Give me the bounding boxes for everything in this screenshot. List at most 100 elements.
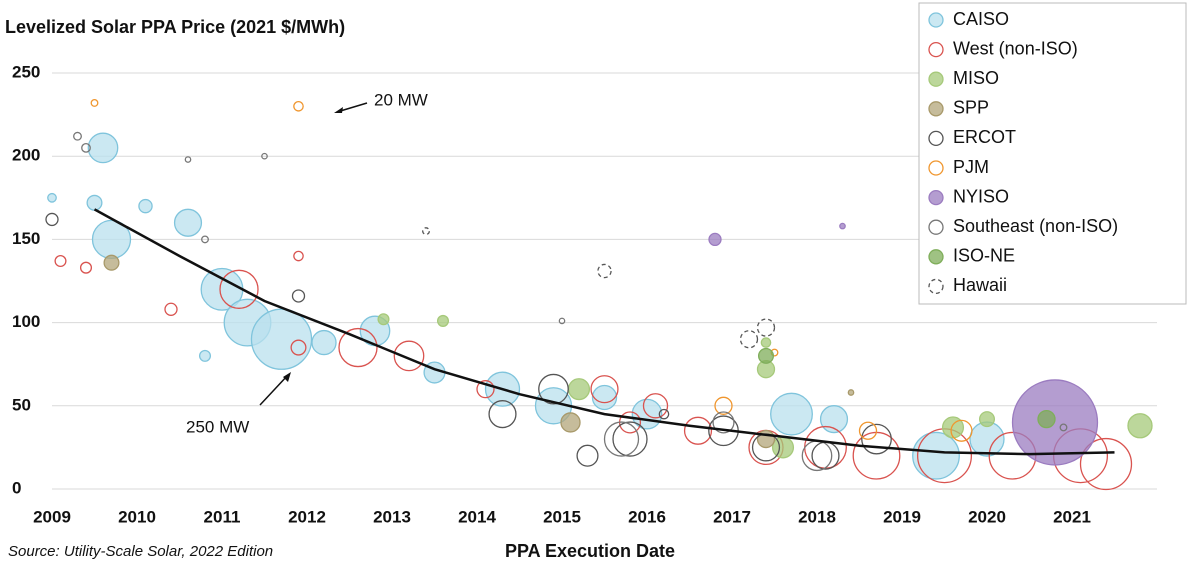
bubble <box>393 340 425 372</box>
bubble <box>198 349 212 362</box>
y-tick-label: 200 <box>12 146 40 165</box>
bubble <box>338 327 378 368</box>
bubble <box>804 425 847 469</box>
bubble <box>712 411 735 434</box>
bubble <box>658 408 670 420</box>
x-tick-label: 2019 <box>883 507 921 526</box>
legend-label: MISO <box>953 68 999 88</box>
legend-marker <box>928 189 944 206</box>
bubble <box>811 441 840 470</box>
bubble <box>912 431 960 480</box>
legend-marker <box>928 249 944 265</box>
x-tick-label: 2018 <box>798 507 836 526</box>
bubble <box>642 393 669 419</box>
bubble <box>591 384 618 411</box>
annotation-arrow <box>259 374 289 406</box>
bubble <box>184 156 192 163</box>
x-tick-label: 2016 <box>628 507 666 526</box>
bubble <box>839 222 846 230</box>
legend-label: SPP <box>953 98 989 118</box>
legend-marker <box>928 71 944 87</box>
bubble <box>164 302 178 316</box>
bubble <box>576 444 599 467</box>
bubble <box>612 421 648 457</box>
bubble <box>290 339 307 356</box>
bubble <box>558 317 566 325</box>
y-tick-label: 250 <box>12 62 40 81</box>
legend-label: PJM <box>953 157 989 177</box>
legend-marker <box>928 101 944 117</box>
legend-label: West (non-ISO) <box>953 38 1078 58</box>
bubble <box>683 416 713 445</box>
marks <box>45 99 1153 491</box>
bubble <box>950 419 973 442</box>
bubble <box>861 423 892 455</box>
bubble <box>708 232 722 247</box>
bubble <box>714 396 733 415</box>
legend-label: ERCOT <box>953 127 1016 147</box>
x-tick-label: 2014 <box>458 507 496 526</box>
bubble <box>1037 409 1056 429</box>
legend-label: CAISO <box>953 9 1009 29</box>
bubble <box>969 421 1005 457</box>
arrow-head <box>283 372 291 382</box>
bubble <box>219 269 259 309</box>
x-axis-label: PPA Execution Date <box>505 541 675 561</box>
bubble <box>760 337 772 348</box>
x-tick-label: 2013 <box>373 507 411 526</box>
legend-label: Southeast (non-ISO) <box>953 216 1118 236</box>
bubble <box>311 329 337 356</box>
x-tick-label: 2015 <box>543 507 581 526</box>
chart-title: Levelized Solar PPA Price (2021 $/MWh) <box>5 17 345 37</box>
bubble <box>756 318 776 337</box>
bubble <box>54 255 67 268</box>
legend-marker <box>928 130 944 147</box>
legend-marker <box>928 219 944 235</box>
legend-label: Hawaii <box>953 275 1007 295</box>
x-tick-label: 2011 <box>204 507 241 526</box>
legend-label: ISO-NE <box>953 246 1015 266</box>
bubble <box>47 192 57 203</box>
bubble <box>847 389 855 396</box>
bubble <box>79 261 93 274</box>
y-tick-label: 0 <box>12 478 21 497</box>
bubble <box>293 100 304 112</box>
bubble <box>422 227 430 236</box>
bubble <box>757 347 775 364</box>
legend-marker <box>928 41 944 58</box>
bubble <box>978 411 996 428</box>
bubble <box>377 313 390 326</box>
source: Source: Utility-Scale Solar, 2022 Editio… <box>8 543 273 560</box>
bubble <box>138 198 153 214</box>
bubble <box>90 99 99 107</box>
bubble <box>597 263 612 279</box>
x-tick-label: 2017 <box>713 507 751 526</box>
bubble <box>819 405 849 434</box>
bubble <box>81 142 91 153</box>
bubble <box>476 380 495 399</box>
bubble <box>293 250 304 262</box>
bubble <box>560 412 581 433</box>
bubble <box>1059 423 1068 432</box>
bubble <box>538 373 569 405</box>
x-tick-label: 2009 <box>33 507 71 526</box>
bubble <box>201 235 209 244</box>
bubble <box>73 131 82 141</box>
bubble <box>852 431 901 480</box>
bubble <box>436 314 450 327</box>
bubble <box>45 212 59 227</box>
legend-label: NYISO <box>953 186 1009 206</box>
y-tick-label: 150 <box>12 229 40 248</box>
bubble <box>739 330 759 349</box>
x-tick-label: 2010 <box>118 507 156 526</box>
bubble <box>87 132 119 164</box>
bubble <box>770 392 813 436</box>
legend-marker <box>928 278 944 295</box>
legend-box <box>918 2 1187 305</box>
x-tick-label: 2020 <box>968 507 1006 526</box>
bubble <box>603 421 640 457</box>
y-tick-label: 50 <box>12 395 31 414</box>
bubble <box>1127 413 1153 439</box>
bubble <box>941 416 965 439</box>
